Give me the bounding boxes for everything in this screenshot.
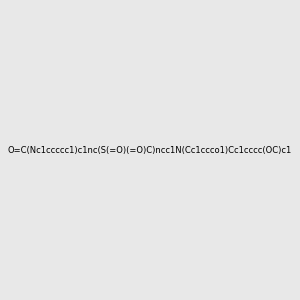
Text: O=C(Nc1ccccc1)c1nc(S(=O)(=O)C)ncc1N(Cc1ccco1)Cc1cccc(OC)c1: O=C(Nc1ccccc1)c1nc(S(=O)(=O)C)ncc1N(Cc1c…	[8, 146, 292, 154]
